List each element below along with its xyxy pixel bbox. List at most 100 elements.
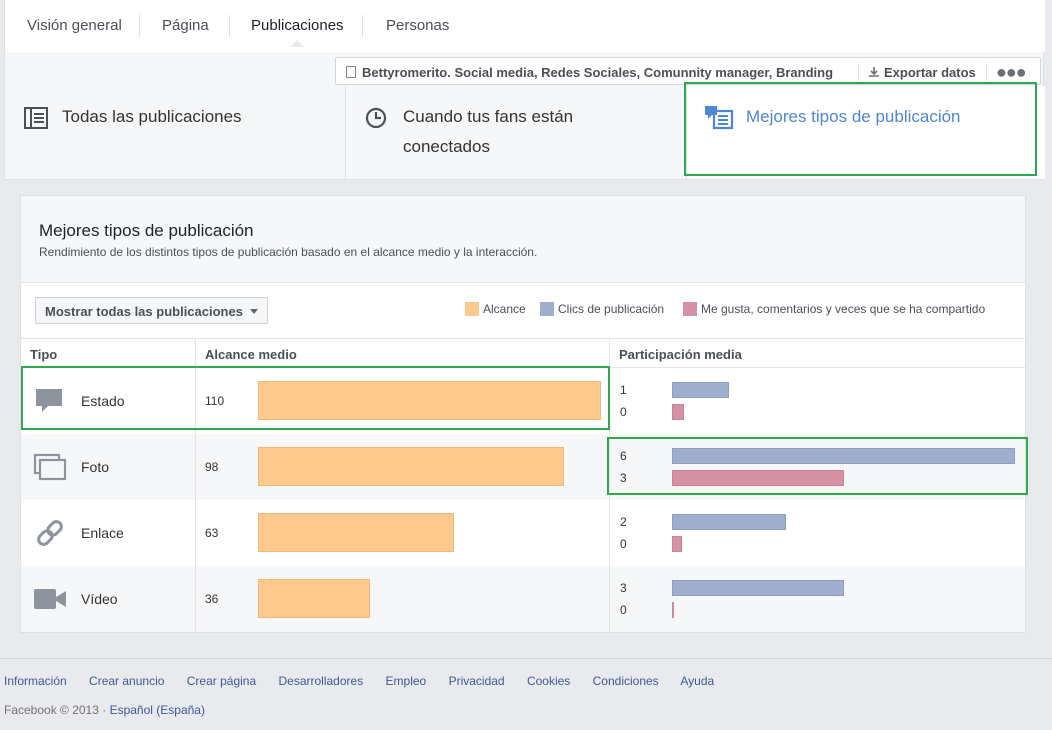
- highlight-box-photo-engagement: [607, 437, 1028, 495]
- status-icon: [36, 389, 62, 412]
- table-row: Enlace 63 2 0: [21, 500, 1025, 566]
- highlight-box-status-row: [21, 366, 610, 430]
- insights-top-panel: Visión general Página Publicaciones Pers…: [4, 0, 1045, 180]
- footer-link-careers[interactable]: Empleo: [385, 674, 427, 688]
- footer-copyright: Facebook © 2013 · Español (España): [4, 703, 205, 717]
- post-types-icon: [705, 106, 734, 130]
- likes-bar: [672, 602, 674, 618]
- post-type-name: Enlace: [81, 525, 124, 541]
- link-icon: [37, 520, 63, 546]
- active-tab-indicator: [290, 40, 304, 47]
- segment-fans-online-label: Cuando tus fans están conectados: [403, 107, 574, 156]
- legend-label: Alcance: [483, 302, 526, 316]
- card-subtitle: Rendimiento de los distintos tipos de pu…: [39, 245, 538, 259]
- column-header-type: Tipo: [30, 347, 58, 362]
- reach-bar: [258, 513, 454, 552]
- clicks-bar: [672, 382, 729, 398]
- nav-divider: [362, 15, 363, 37]
- export-data-button[interactable]: Exportar datos: [884, 65, 976, 80]
- reach-value: 110: [205, 394, 225, 408]
- bar-divider: [858, 63, 859, 81]
- legend-swatch: [540, 302, 554, 316]
- legend-swatch: [465, 302, 479, 316]
- likes-value: 3: [620, 471, 627, 485]
- likes-bar: [672, 536, 682, 552]
- card-title: Mejores tipos de publicación: [39, 221, 254, 240]
- table-header: Tipo Alcance medio Participación media: [21, 338, 1025, 368]
- nav-divider: [229, 15, 230, 37]
- legend-clicks: Clics de publicación: [540, 302, 664, 316]
- clicks-value: 2: [620, 515, 627, 529]
- chevron-down-icon: [250, 309, 258, 314]
- legend-label: Clics de publicación: [558, 302, 665, 316]
- column-divider: [609, 338, 610, 632]
- post-type-name: Foto: [81, 459, 110, 475]
- post-type-name: Estado: [81, 393, 125, 409]
- filter-dropdown-label: Mostrar todas las publicaciones: [45, 304, 243, 319]
- reach-bar: [258, 447, 564, 486]
- reach-value: 36: [205, 592, 219, 606]
- tab-page[interactable]: Página: [162, 17, 209, 34]
- legend-swatch: [683, 302, 697, 316]
- tab-people[interactable]: Personas: [386, 17, 450, 34]
- tab-posts[interactable]: Publicaciones: [251, 17, 344, 34]
- likes-bar: [672, 404, 684, 420]
- best-post-types-card: Mejores tipos de publicación Rendimiento…: [20, 195, 1026, 633]
- post-type-name: Vídeo: [81, 591, 118, 607]
- reach-bar: [258, 579, 370, 618]
- reach-value: 63: [205, 526, 219, 540]
- more-options-icon[interactable]: ●●●: [996, 62, 1027, 82]
- photo-icon: [33, 453, 67, 481]
- footer-link-about[interactable]: Información: [4, 674, 67, 688]
- column-divider: [195, 338, 196, 632]
- footer-link-terms[interactable]: Condiciones: [592, 674, 659, 688]
- video-icon: [34, 589, 66, 609]
- footer-link-help[interactable]: Ayuda: [680, 674, 715, 688]
- reach-bar: [258, 381, 601, 420]
- page-icon: [346, 66, 356, 78]
- page-selector-bar: Bettyromerito. Social media, Redes Socia…: [335, 57, 1041, 85]
- segment-best-post-types[interactable]: Mejores tipos de publicación: [687, 86, 1045, 179]
- reach-value: 98: [205, 460, 219, 474]
- clock-icon: [365, 107, 387, 129]
- filter-dropdown[interactable]: Mostrar todas las publicaciones: [35, 297, 268, 324]
- segment-best-post-types-label: Mejores tipos de publicación: [746, 107, 961, 126]
- bar-divider: [986, 63, 987, 81]
- table-row: Estado 110 1 0: [21, 368, 1025, 434]
- footer-link-developers[interactable]: Desarrolladores: [278, 674, 364, 688]
- footer-link-cookies[interactable]: Cookies: [526, 674, 571, 688]
- column-header-engagement: Participación media: [619, 347, 742, 362]
- likes-value: 0: [620, 405, 627, 419]
- card-header: Mejores tipos de publicación Rendimiento…: [21, 196, 1025, 283]
- clicks-bar: [672, 448, 1015, 464]
- table-row: Vídeo 36 3 0: [21, 566, 1025, 632]
- clicks-bar: [672, 514, 786, 530]
- nav-divider: [139, 15, 140, 37]
- segment-fans-online[interactable]: Cuando tus fans están conectados: [346, 86, 687, 179]
- column-header-reach: Alcance medio: [205, 347, 297, 362]
- likes-value: 0: [620, 603, 627, 617]
- clicks-value: 6: [620, 449, 627, 463]
- list-icon: [24, 107, 48, 129]
- table-row: Foto 98 6 3: [21, 434, 1025, 500]
- likes-value: 0: [620, 537, 627, 551]
- segment-all-posts[interactable]: Todas las publicaciones: [5, 86, 346, 179]
- legend-reach: Alcance: [465, 302, 526, 316]
- clicks-bar: [672, 580, 844, 596]
- footer-link-create-page[interactable]: Crear página: [186, 674, 257, 688]
- clicks-value: 3: [620, 581, 627, 595]
- copyright-text: Facebook © 2013 ·: [4, 703, 107, 717]
- download-icon: [869, 67, 879, 77]
- tab-overview[interactable]: Visión general: [27, 17, 122, 34]
- legend-label: Me gusta, comentarios y veces que se ha …: [701, 302, 986, 316]
- page-name[interactable]: Bettyromerito. Social media, Redes Socia…: [362, 65, 834, 80]
- clicks-value: 1: [620, 383, 627, 397]
- footer-link-create-ad[interactable]: Crear anuncio: [89, 674, 165, 688]
- highlight-box-segment: [684, 82, 1037, 176]
- language-link[interactable]: Español (España): [109, 703, 205, 717]
- footer-divider: [0, 658, 1052, 659]
- segment-all-posts-label: Todas las publicaciones: [62, 107, 242, 126]
- footer-link-privacy[interactable]: Privacidad: [448, 674, 505, 688]
- footer-links: Información Crear anuncio Crear página D…: [4, 674, 733, 688]
- insights-nav: Visión general Página Publicaciones Pers…: [5, 0, 1045, 52]
